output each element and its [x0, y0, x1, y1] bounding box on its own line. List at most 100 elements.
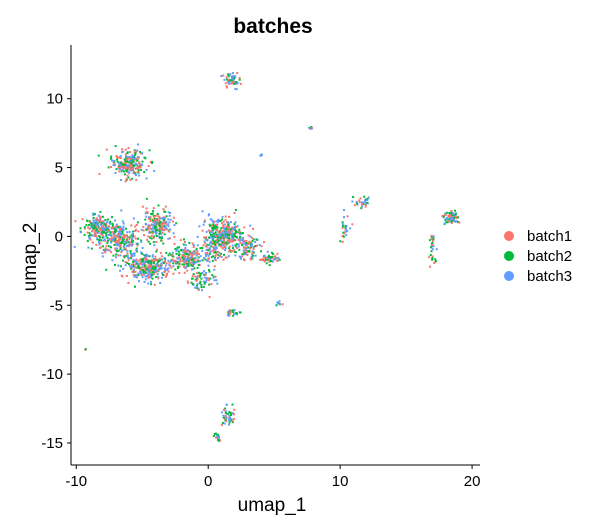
- data-point-batch1: [123, 165, 126, 168]
- data-point-batch3: [141, 163, 144, 166]
- data-point-batch2: [265, 258, 267, 261]
- data-point-batch3: [190, 252, 193, 254]
- data-point-batch3: [154, 220, 157, 223]
- data-point-batch2: [150, 260, 153, 263]
- data-point-batch2: [141, 160, 144, 163]
- data-point-batch2: [217, 439, 220, 441]
- data-point-batch2: [178, 262, 181, 265]
- data-point-batch1: [127, 282, 130, 284]
- data-point-batch1: [231, 82, 234, 85]
- data-point-batch3: [151, 226, 154, 229]
- data-point-batch1: [137, 230, 140, 233]
- data-point-batch2: [227, 224, 230, 227]
- data-point-batch2: [200, 277, 203, 280]
- data-point-batch2: [233, 227, 236, 230]
- data-point-batch1: [147, 225, 149, 228]
- data-point-batch3: [151, 255, 154, 258]
- data-point-batch1: [126, 236, 129, 239]
- data-point-batch3: [278, 300, 281, 303]
- data-point-batch2: [211, 229, 214, 231]
- data-point-batch2: [172, 262, 175, 265]
- data-point-batch3: [235, 88, 238, 91]
- data-point-batch1: [194, 275, 197, 278]
- data-point-batch2: [89, 233, 92, 236]
- data-point-batch1: [179, 239, 182, 242]
- data-point-batch3: [141, 152, 144, 155]
- data-point-batch2: [174, 248, 177, 250]
- data-point-batch2: [199, 272, 202, 275]
- data-point-batch3: [224, 231, 227, 234]
- data-point-batch2: [113, 244, 116, 246]
- data-point-batch2: [116, 160, 119, 163]
- data-point-batch2: [137, 169, 140, 172]
- data-point-batch2: [196, 266, 199, 269]
- data-point-batch1: [134, 157, 137, 160]
- data-point-batch3: [279, 303, 281, 306]
- data-point-batch3: [135, 242, 138, 245]
- data-point-batch2: [109, 220, 112, 223]
- data-point-batch3: [96, 220, 98, 223]
- data-point-batch3: [185, 259, 188, 262]
- data-point-batch3: [246, 249, 249, 252]
- data-point-batch1: [136, 244, 139, 247]
- data-point-batch3: [228, 418, 231, 421]
- data-point-batch2: [140, 239, 143, 242]
- data-point-batch1: [112, 230, 115, 233]
- data-point-batch3: [251, 253, 254, 256]
- data-point-batch2: [154, 267, 157, 270]
- data-point-batch3: [115, 242, 118, 245]
- data-point-batch1: [236, 72, 239, 74]
- data-point-batch2: [213, 432, 216, 435]
- data-point-batch2: [214, 251, 217, 254]
- data-point-batch1: [139, 164, 142, 167]
- data-point-batch1: [231, 229, 234, 232]
- data-point-batch3: [156, 222, 159, 225]
- data-point-batch1: [455, 215, 458, 218]
- data-point-batch1: [162, 208, 165, 211]
- data-point-batch3: [125, 155, 127, 158]
- data-point-batch1: [125, 248, 127, 251]
- data-point-batch1: [215, 228, 218, 231]
- data-point-batch3: [118, 227, 121, 230]
- data-point-batch1: [444, 213, 447, 216]
- data-point-batch3: [148, 271, 150, 274]
- data-point-batch3: [134, 172, 137, 175]
- data-point-batch2: [215, 226, 217, 229]
- data-point-batch1: [146, 258, 149, 261]
- data-point-batch1: [224, 415, 227, 418]
- data-point-batch2: [229, 228, 232, 231]
- data-point-batch1: [192, 245, 195, 248]
- data-point-batch3: [107, 234, 110, 236]
- data-point-batch3: [271, 260, 274, 263]
- data-point-batch1: [157, 269, 160, 272]
- data-point-batch2: [430, 235, 433, 238]
- data-point-batch2: [155, 229, 157, 232]
- data-point-batch3: [239, 233, 242, 236]
- data-point-batch1: [449, 215, 452, 218]
- data-point-batch2: [268, 264, 271, 267]
- legend-label: batch3: [527, 268, 572, 285]
- data-point-batch1: [159, 252, 162, 255]
- data-point-batch2: [123, 248, 126, 251]
- data-point-batch1: [222, 220, 225, 223]
- data-point-batch1: [239, 82, 242, 85]
- data-point-batch3: [150, 228, 153, 230]
- data-point-batch1: [238, 76, 241, 79]
- data-point-batch3: [103, 238, 106, 241]
- data-point-batch3: [160, 267, 163, 270]
- data-point-batch3: [127, 170, 130, 173]
- data-point-batch2: [445, 221, 448, 224]
- data-point-batch2: [225, 228, 228, 231]
- data-point-batch2: [132, 263, 134, 266]
- data-point-batch2: [226, 242, 229, 245]
- data-point-batch1: [221, 222, 223, 225]
- data-point-batch3: [156, 273, 159, 276]
- data-point-batch3: [133, 275, 136, 278]
- data-point-batch2: [243, 251, 246, 254]
- data-point-batch3: [160, 262, 163, 265]
- data-point-batch2: [190, 264, 193, 267]
- data-point-batch2: [88, 224, 91, 226]
- data-point-batch2: [141, 269, 144, 271]
- data-point-batch3: [144, 212, 147, 215]
- data-point-batch3: [119, 232, 122, 235]
